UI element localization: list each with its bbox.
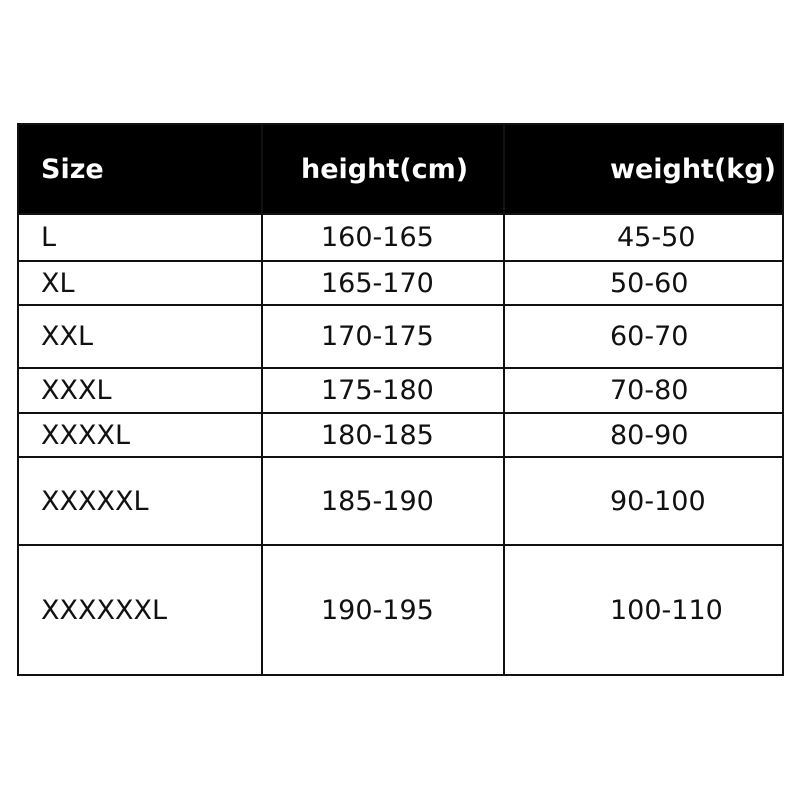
cell-size: XXL bbox=[17, 304, 263, 369]
cell-height: 165-170 bbox=[261, 260, 505, 306]
cell-size: XXXXXL bbox=[17, 456, 263, 546]
cell-weight: 50-60 bbox=[503, 260, 784, 306]
cell-weight: 90-100 bbox=[503, 456, 784, 546]
table-row: XXXL 175-180 70-80 bbox=[17, 367, 784, 414]
header-height: height(cm) bbox=[261, 123, 505, 215]
cell-size: L bbox=[17, 213, 263, 262]
size-chart-table: Size height(cm) weight(kg) L 160-165 45-50… bbox=[17, 123, 784, 676]
table-row: L 160-165 45-50 bbox=[17, 213, 784, 262]
cell-size: XL bbox=[17, 260, 263, 306]
header-weight: weight(kg) bbox=[503, 123, 784, 215]
cell-size: XXXL bbox=[17, 367, 263, 414]
header-row: Size height(cm) weight(kg) bbox=[17, 123, 784, 215]
cell-weight: 60-70 bbox=[503, 304, 784, 369]
cell-weight: 100-110 bbox=[503, 544, 784, 676]
cell-weight: 70-80 bbox=[503, 367, 784, 414]
table-row: XXXXXL 185-190 90-100 bbox=[17, 456, 784, 546]
header-size: Size bbox=[17, 123, 263, 215]
cell-height: 170-175 bbox=[261, 304, 505, 369]
table-row: XL 165-170 50-60 bbox=[17, 260, 784, 306]
cell-size: XXXXL bbox=[17, 412, 263, 458]
cell-size: XXXXXXL bbox=[17, 544, 263, 676]
cell-height: 190-195 bbox=[261, 544, 505, 676]
cell-height: 185-190 bbox=[261, 456, 505, 546]
cell-weight: 80-90 bbox=[503, 412, 784, 458]
table-row: XXXXXXL 190-195 100-110 bbox=[17, 544, 784, 676]
cell-height: 175-180 bbox=[261, 367, 505, 414]
table-row: XXXXL 180-185 80-90 bbox=[17, 412, 784, 458]
cell-weight: 45-50 bbox=[503, 213, 784, 262]
cell-height: 180-185 bbox=[261, 412, 505, 458]
cell-height: 160-165 bbox=[261, 213, 505, 262]
table-row: XXL 170-175 60-70 bbox=[17, 304, 784, 369]
